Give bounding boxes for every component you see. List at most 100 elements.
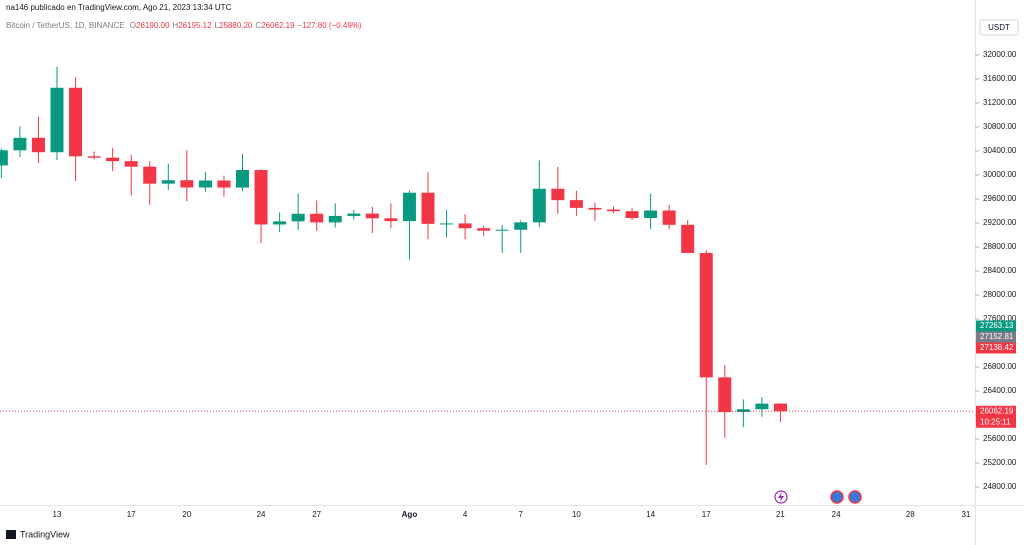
ohlc-key: H (172, 21, 179, 30)
candle-body (365, 213, 379, 219)
candle-body (718, 377, 732, 413)
symbol-line: Bitcoin / TetherUS, 1D, BINANCE O26190.0… (6, 21, 365, 30)
candle-body (736, 409, 750, 413)
candle-body (143, 166, 157, 184)
candle-body (644, 210, 658, 219)
currency: USDT (988, 23, 1010, 32)
y-tick-label: 32000.00 (983, 50, 1017, 59)
event-markers (774, 490, 862, 504)
candle-body (625, 211, 639, 219)
candle-body (588, 207, 602, 210)
candle-body (106, 157, 120, 162)
x-tick-label: 10 (572, 510, 581, 519)
x-tick-label: 7 (519, 510, 524, 519)
candle-body (514, 222, 528, 230)
x-tick-label: 31 (961, 510, 970, 519)
candle-body (569, 200, 583, 208)
ohlc-key: L (214, 21, 220, 30)
candle-body (755, 403, 769, 410)
x-tick-label: Ago (402, 510, 418, 519)
candle-body (273, 221, 287, 225)
y-tick-label: 29200.00 (983, 218, 1017, 227)
candle-body (217, 180, 231, 188)
price-label-bg (976, 320, 1016, 332)
ohlc-value: 26190.00 (136, 21, 170, 30)
x-tick-label: 4 (463, 510, 468, 519)
currency-box[interactable] (979, 19, 1019, 36)
price-label: 26062.19 (980, 406, 1014, 415)
candle-body (347, 213, 361, 216)
x-tick-label: 13 (53, 510, 62, 519)
x-tick-label: 21 (776, 510, 785, 519)
candle-body (458, 223, 472, 229)
publisher-line: na146 publicado en TradingView.com, Ago … (6, 3, 232, 12)
x-tick-label: 14 (646, 510, 655, 519)
x-tick-label: 24 (832, 510, 841, 519)
ohlc-key: O (129, 21, 137, 30)
plot-area (0, 66, 975, 466)
candle-body (180, 180, 194, 188)
candle-body (551, 188, 565, 201)
candle-body (328, 215, 342, 223)
candle-body (69, 87, 83, 157)
price-label-bg (976, 405, 1016, 428)
candle-body (31, 137, 45, 153)
ohlc-key: C (255, 21, 262, 30)
candle-body (495, 229, 509, 231)
candle-body (13, 137, 27, 151)
candle-body (532, 188, 546, 223)
y-tick-label: 28400.00 (983, 266, 1017, 275)
candle-body (0, 150, 8, 166)
ohlc-value: 26062.19 (261, 21, 295, 30)
candle-body (124, 161, 138, 167)
x-tick-label: 20 (182, 510, 191, 519)
event-icon[interactable] (830, 490, 844, 504)
candle-body (662, 210, 676, 225)
change: −127.80 (−0.49%) (297, 21, 362, 30)
candle-body (50, 87, 64, 153)
x-tick-label: 27 (312, 510, 321, 519)
candle-body (291, 213, 305, 222)
candle-body (402, 192, 416, 222)
candle-body (681, 224, 695, 253)
price-label-bg (976, 331, 1016, 343)
candle-body (310, 213, 324, 223)
candle-body (198, 180, 212, 188)
y-tick-label: 31600.00 (983, 74, 1017, 83)
y-tick-label: 30000.00 (983, 170, 1017, 179)
y-tick-label: 25600.00 (983, 434, 1017, 443)
candle-body (254, 170, 268, 225)
y-tick-label: 24800.00 (983, 482, 1017, 491)
brand-logo: TradingView (6, 529, 70, 539)
ohlc-value: 26195.12 (178, 21, 212, 30)
y-tick-label: 30800.00 (983, 122, 1017, 131)
price-label: 27138.42 (980, 343, 1014, 352)
candle-body (421, 192, 435, 224)
symbol: Bitcoin / TetherUS, 1D, BINANCE (6, 21, 125, 30)
candle-body (607, 209, 620, 212)
y-tick-label: 30400.00 (983, 146, 1017, 155)
candle-body (384, 218, 398, 222)
event-icon[interactable] (848, 490, 862, 504)
candle-body (236, 170, 249, 188)
ohlc-value: 25880.20 (219, 21, 253, 30)
y-tick-label: 25200.00 (983, 458, 1017, 467)
x-tick-label: 24 (257, 510, 266, 519)
candle-body (440, 223, 454, 225)
x-tick-label: 17 (127, 510, 136, 519)
countdown: 10:25:11 (980, 417, 1011, 426)
y-tick-label: 27600.00 (983, 314, 1017, 323)
y-tick-label: 29600.00 (983, 194, 1017, 203)
y-tick-label: 26400.00 (983, 386, 1017, 395)
candle-body (161, 180, 175, 184)
y-tick-label: 28800.00 (983, 242, 1017, 251)
y-tick-label: 31200.00 (983, 98, 1017, 107)
candle-body (87, 156, 101, 158)
price-label: 27263.13 (980, 321, 1014, 330)
candle-body (699, 252, 713, 378)
y-tick-label: 28000.00 (983, 290, 1017, 299)
price-label: 27152.81 (980, 332, 1014, 341)
x-tick-label: 28 (906, 510, 915, 519)
x-tick-label: 17 (702, 510, 711, 519)
